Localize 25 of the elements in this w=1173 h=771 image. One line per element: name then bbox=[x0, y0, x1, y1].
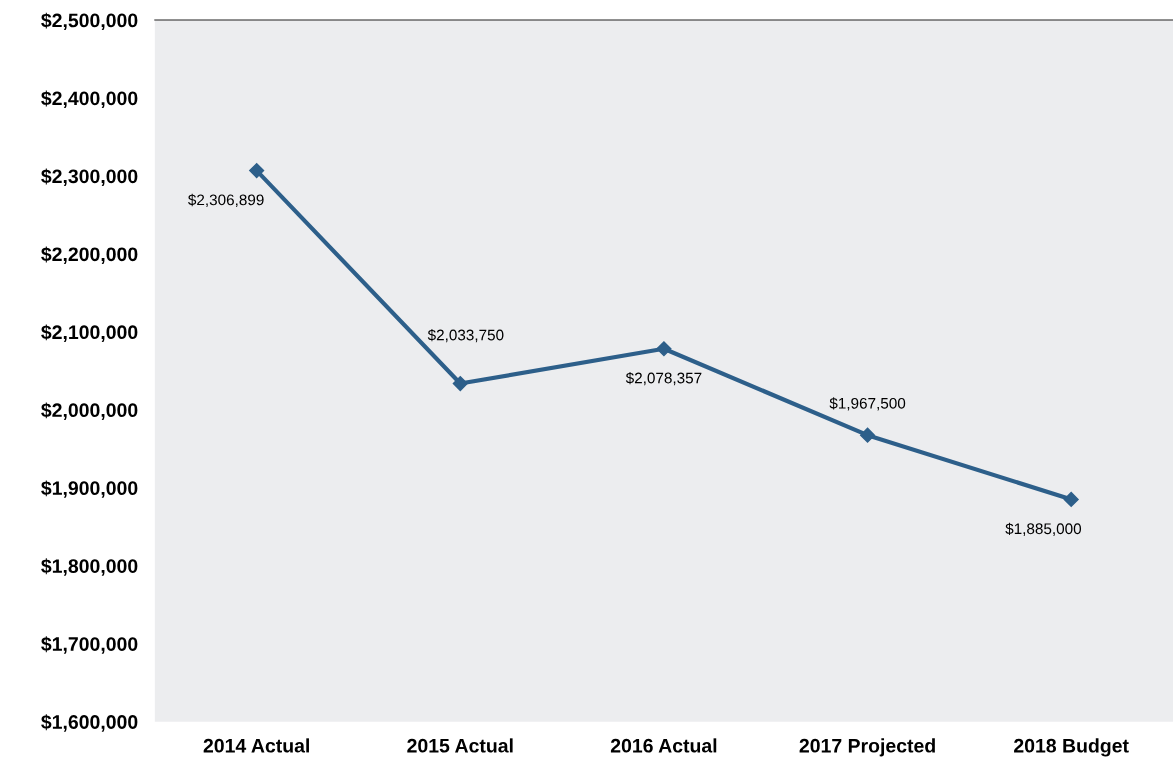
x-tick-label: 2017 Projected bbox=[799, 738, 935, 757]
y-tick-label: $2,500,000 bbox=[41, 12, 138, 31]
y-tick-label: $2,100,000 bbox=[41, 324, 138, 342]
point bbox=[859, 427, 876, 443]
x-tick-label: 2018 Budget bbox=[1014, 738, 1129, 757]
y-tick-label: $2,400,000 bbox=[41, 90, 138, 109]
data-label: $2,033,750 bbox=[427, 328, 504, 343]
y-tick-label: $1,800,000 bbox=[41, 558, 138, 576]
data-label: $1,967,500 bbox=[829, 397, 906, 411]
data-label: $1,885,000 bbox=[1005, 522, 1082, 536]
y-tick-label: $2,200,000 bbox=[41, 246, 138, 264]
x-tick-label: 2015 Actual bbox=[407, 738, 513, 753]
point bbox=[656, 341, 672, 357]
data-label: $2,306,899 bbox=[188, 193, 264, 208]
point bbox=[249, 163, 265, 179]
x-tick-label: 2016 Actual bbox=[610, 738, 717, 753]
point bbox=[452, 375, 468, 392]
y-tick-label: $1,700,000 bbox=[41, 636, 138, 654]
y-tick-label: $2,000,000 bbox=[41, 402, 138, 420]
data-label: $2,078,357 bbox=[625, 371, 702, 386]
x-tick-label: 2014 Actual bbox=[203, 738, 309, 753]
y-tick-label: $1,600,000 bbox=[41, 714, 138, 732]
y-tick-label: $1,900,000 bbox=[41, 480, 138, 498]
y-tick-label: $2,300,000 bbox=[41, 168, 138, 187]
point bbox=[1063, 491, 1079, 508]
